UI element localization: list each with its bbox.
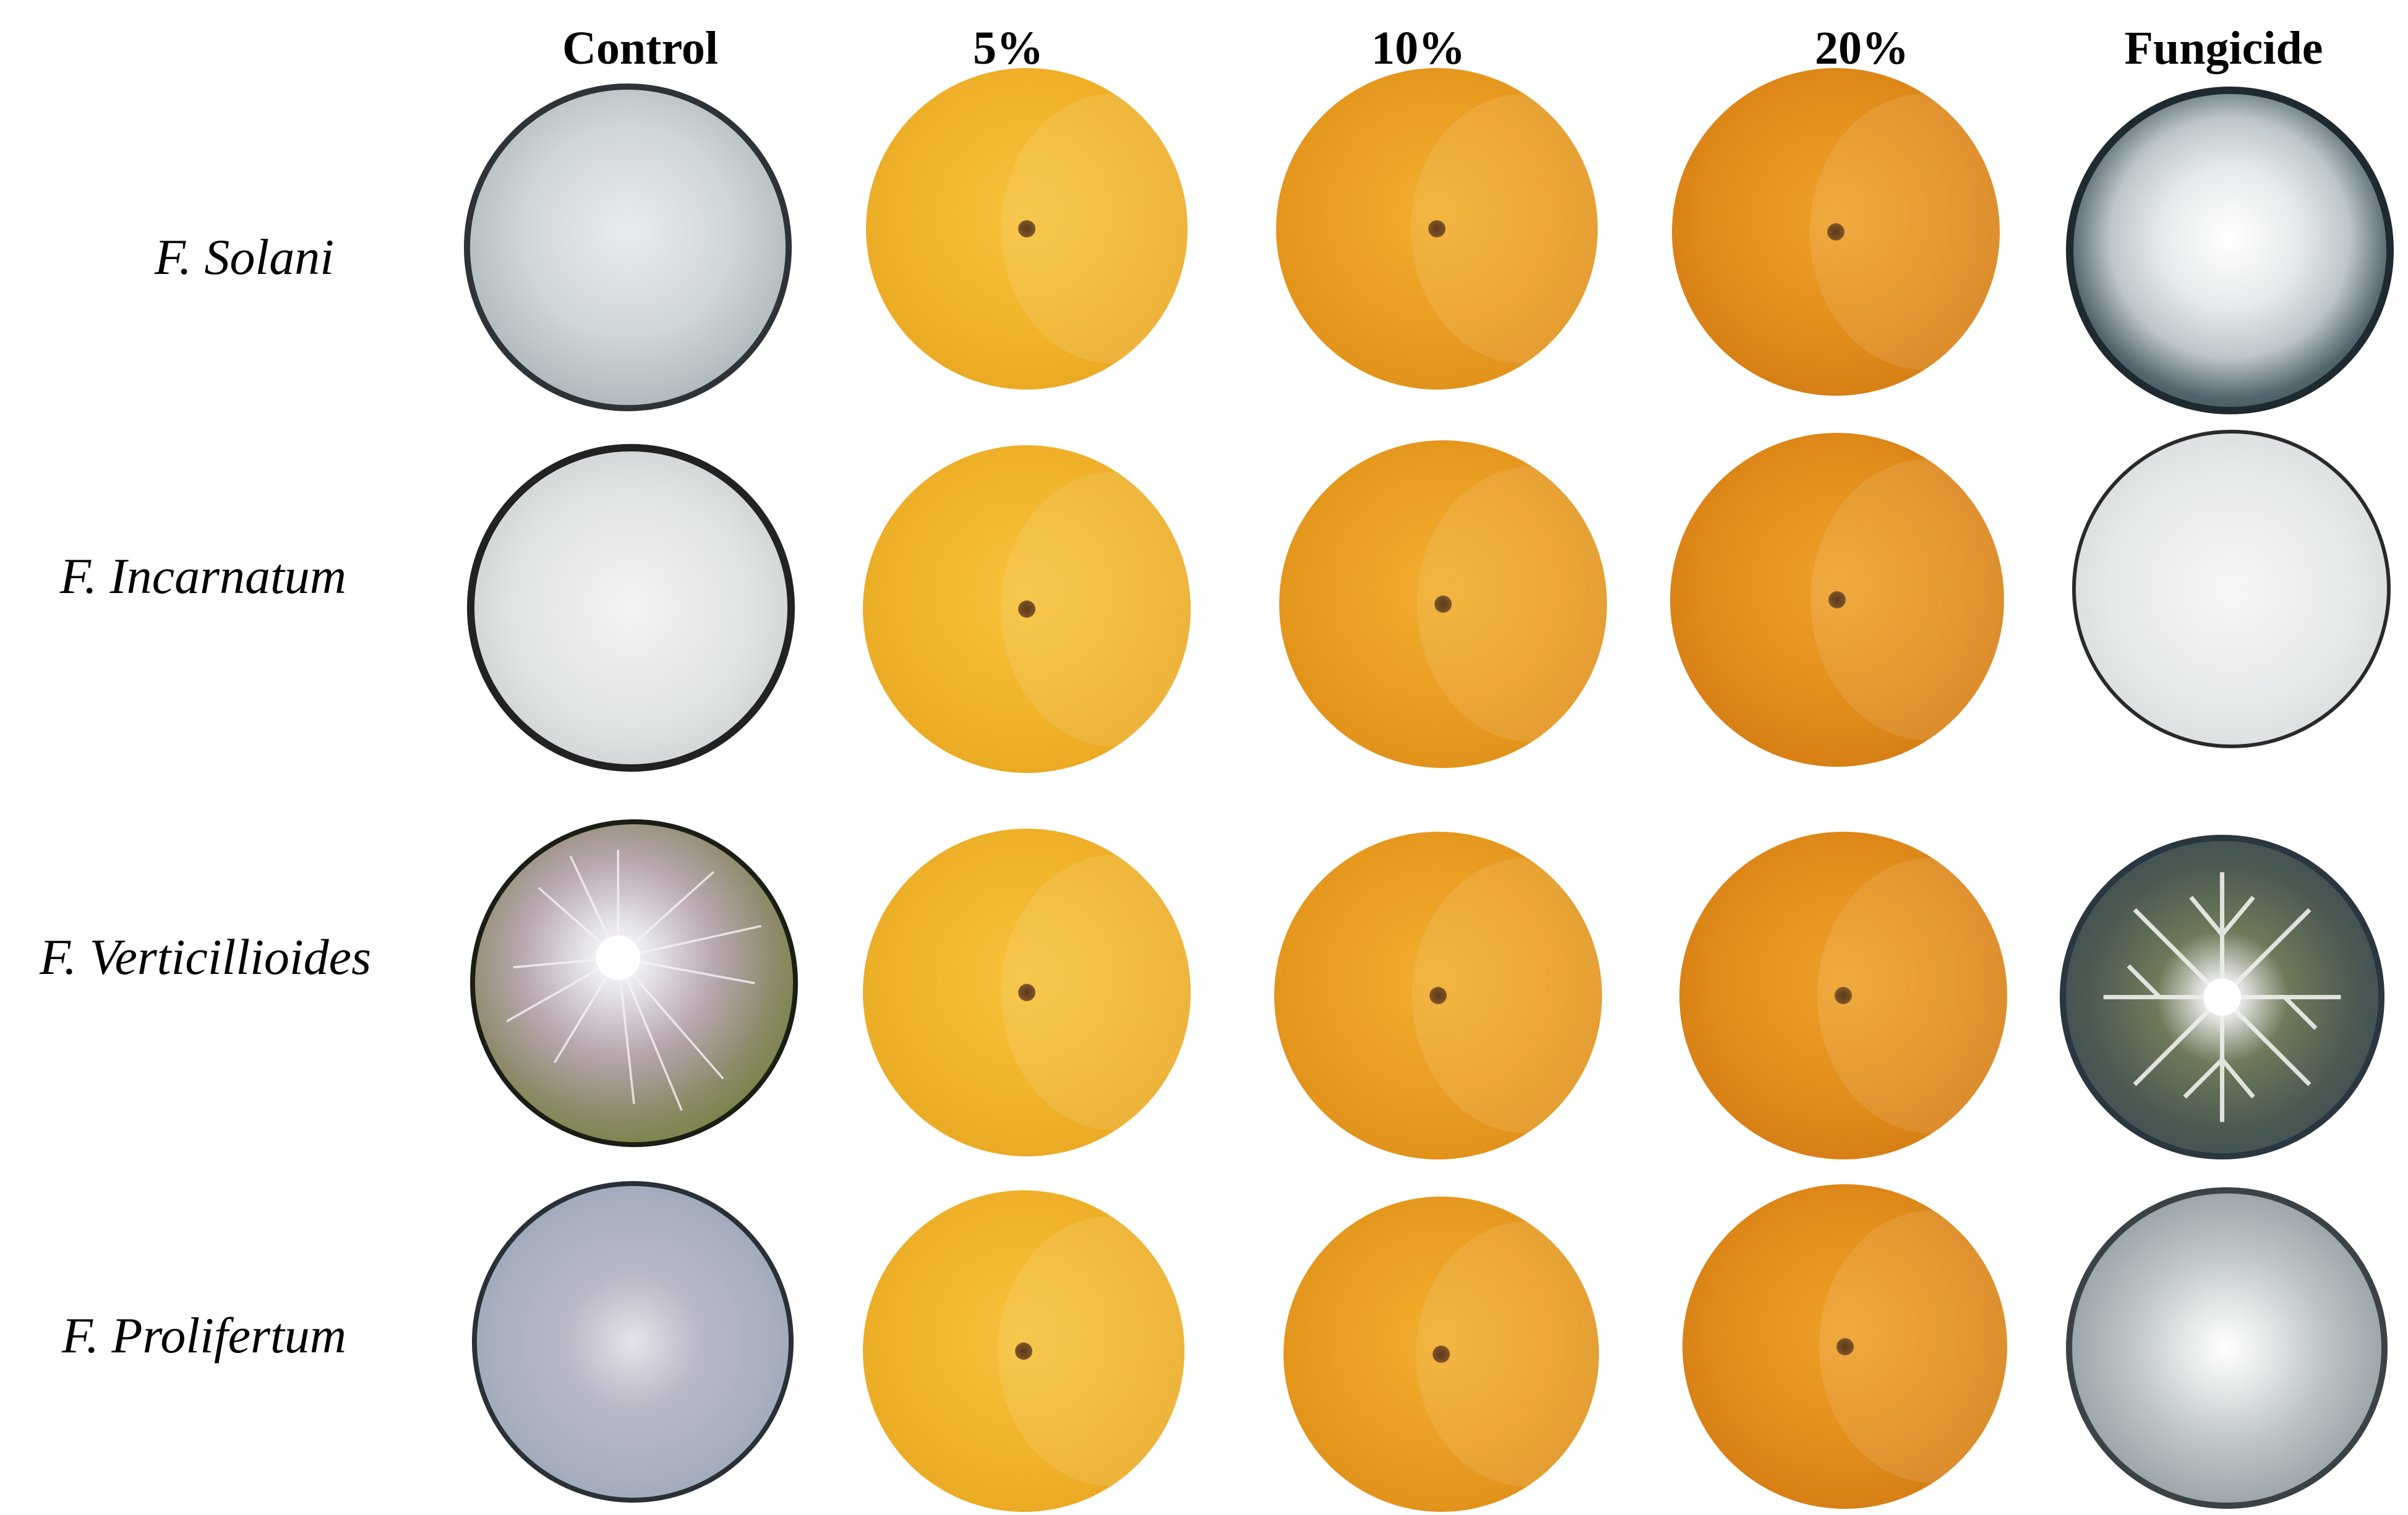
agar-plug	[1429, 987, 1447, 1004]
agar-plug	[1018, 220, 1035, 237]
plate-f-solani-20-percent	[1672, 68, 2000, 396]
column-header-control: Control	[562, 22, 718, 74]
column-header-5-percent: 5%	[973, 22, 1043, 74]
plate-f-solani-control	[464, 83, 792, 411]
column-header-20-percent: 20%	[1815, 22, 1909, 74]
column-header-fungicide: Fungicide	[2124, 22, 2323, 74]
agar-plug	[1828, 591, 1846, 608]
plate-f-verticillioides-5-percent	[863, 829, 1191, 1156]
plate-f-incarnatum-control	[467, 444, 795, 772]
branching-mycelium-icon	[2103, 872, 2341, 1122]
plate-f-solani-10-percent	[1276, 68, 1598, 390]
agar-plug	[1836, 1338, 1854, 1355]
plate-f-prolifertum-control	[472, 1181, 794, 1503]
plate-f-verticillioides-20-percent	[1679, 832, 2007, 1159]
agar-plug	[1434, 595, 1452, 613]
mycelium-strands-icon	[506, 850, 761, 1111]
plate-f-verticillioides-fungicide	[2060, 835, 2384, 1159]
plate-f-incarnatum-10-percent	[1279, 440, 1607, 768]
plate-f-prolifertum-fungicide	[2066, 1187, 2388, 1509]
agar-plug	[1018, 600, 1035, 618]
agar-plug	[1827, 223, 1845, 241]
row-label-f-verticillioides: F. Verticillioides	[39, 929, 371, 985]
plate-f-incarnatum-20-percent	[1670, 433, 2004, 767]
row-label-f-solani: F. Solani	[154, 229, 334, 285]
plate-f-solani-fungicide	[2066, 87, 2394, 414]
agar-plug	[1018, 984, 1035, 1001]
agar-plug	[1433, 1346, 1450, 1363]
plate-f-prolifertum-20-percent	[1682, 1184, 2007, 1509]
plate-f-verticillioides-10-percent	[1274, 832, 1602, 1159]
agar-plug	[1428, 220, 1446, 237]
column-header-10-percent: 10%	[1371, 22, 1465, 74]
plate-f-prolifertum-10-percent	[1283, 1197, 1599, 1512]
row-label-f-incarnatum: F. Incarnatum	[59, 548, 346, 604]
plate-f-incarnatum-fungicide	[2072, 430, 2391, 748]
plate-f-prolifertum-5-percent	[863, 1190, 1185, 1512]
row-label-f-prolifertum: F. Prolifertum	[61, 1307, 346, 1364]
plate-f-verticillioides-control	[470, 819, 798, 1147]
agar-plug	[1015, 1342, 1032, 1360]
plate-f-solani-5-percent	[866, 68, 1188, 390]
plate-f-incarnatum-5-percent	[863, 445, 1191, 773]
agar-plug	[1835, 987, 1852, 1004]
